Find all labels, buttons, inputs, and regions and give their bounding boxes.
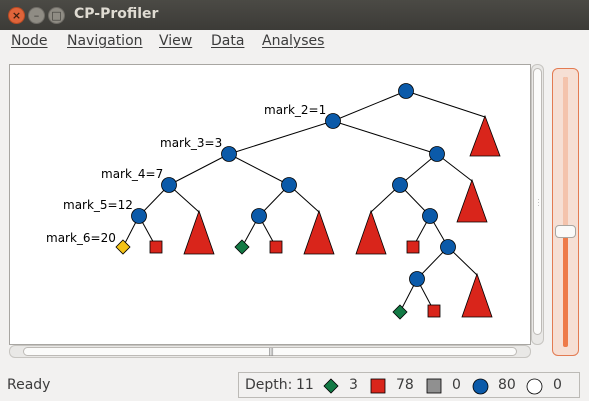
- failed-subtree[interactable]: [461, 272, 493, 318]
- zoom-slider[interactable]: [552, 68, 579, 356]
- menu-analyses[interactable]: Analyses: [262, 33, 325, 49]
- depth-value: 11: [296, 377, 314, 393]
- mark-label: mark_4=7: [101, 167, 163, 181]
- minimize-window-button[interactable]: –: [28, 7, 45, 24]
- close-window-button[interactable]: ×: [8, 7, 25, 24]
- status-bar: Ready Depth: 11 3 78 0 80 0: [0, 368, 589, 401]
- branch-node[interactable]: [440, 239, 456, 255]
- branch-node[interactable]: [131, 208, 147, 224]
- failed-count: 78: [396, 377, 414, 393]
- tree-canvas[interactable]: mark_2=1 mark_3=3 mark_4=7 mark_5=12 mar…: [9, 64, 531, 345]
- menu-view[interactable]: View: [159, 33, 193, 49]
- solution-nodes: [115, 239, 408, 320]
- mark-labels: mark_2=1 mark_3=3 mark_4=7 mark_5=12 mar…: [46, 103, 326, 245]
- menu-navigation[interactable]: Navigation: [67, 33, 143, 49]
- branch-node[interactable]: [392, 177, 408, 193]
- mark-label: mark_3=3: [160, 136, 222, 150]
- failed-subtree[interactable]: [456, 178, 488, 223]
- zoom-slider-handle[interactable]: [555, 225, 576, 238]
- search-tree[interactable]: mark_2=1 mark_3=3 mark_4=7 mark_5=12 mar…: [10, 65, 530, 344]
- mark-label: mark_5=12: [63, 198, 133, 212]
- title-bar: × – □ CP-Profiler: [0, 0, 589, 30]
- branch-node[interactable]: [429, 146, 445, 162]
- horizontal-scroll-thumb[interactable]: |||: [23, 347, 517, 356]
- failed-subtree[interactable]: [303, 209, 335, 255]
- branch-node[interactable]: [221, 146, 237, 162]
- undetermined-count: 0: [553, 377, 562, 393]
- menu-data[interactable]: Data: [211, 33, 245, 49]
- tree-statistics-panel: Depth: 11 3 78 0 80 0: [238, 372, 580, 398]
- zoom-slider-groove-empty: [563, 77, 568, 232]
- failed-leaf[interactable]: [427, 304, 441, 318]
- branch-node[interactable]: [281, 177, 297, 193]
- horizontal-scrollbar[interactable]: |||: [9, 345, 531, 358]
- branch-node[interactable]: [251, 208, 267, 224]
- solution-diamond-icon: [323, 378, 339, 394]
- selected-solution-node[interactable]: [115, 239, 131, 255]
- branch-count: 80: [498, 377, 516, 393]
- vertical-scrollbar[interactable]: · · ·: [531, 64, 544, 345]
- window-title: CP-Profiler: [74, 6, 159, 22]
- branch-circle-icon: [472, 378, 489, 395]
- mark-label: mark_6=20: [46, 231, 116, 245]
- maximize-window-button[interactable]: □: [48, 7, 65, 24]
- solved-count: 3: [349, 377, 358, 393]
- skipped-square-icon: [426, 378, 442, 394]
- failed-subtree[interactable]: [469, 114, 501, 157]
- failed-subtree[interactable]: [355, 209, 387, 255]
- menu-node[interactable]: Node: [11, 33, 48, 49]
- failed-leaf[interactable]: [269, 240, 283, 254]
- branch-node[interactable]: [422, 208, 438, 224]
- grip-icon: · · ·: [537, 197, 540, 210]
- branch-node[interactable]: [161, 177, 177, 193]
- solution-node[interactable]: [392, 304, 408, 320]
- status-text: Ready: [7, 377, 51, 393]
- failed-subtree[interactable]: [183, 209, 215, 255]
- branch-node[interactable]: [398, 83, 414, 99]
- failed-subtrees: [183, 114, 501, 318]
- grip-icon: |||: [268, 347, 274, 356]
- undetermined-circle-icon: [526, 378, 543, 395]
- branch-node[interactable]: [325, 113, 341, 129]
- tree-edges: [122, 90, 486, 313]
- depth-label: Depth:: [245, 377, 293, 393]
- failed-leaves: [149, 240, 441, 318]
- skipped-count: 0: [452, 377, 461, 393]
- branch-nodes: [131, 83, 456, 287]
- failed-leaf[interactable]: [406, 240, 420, 254]
- vertical-scroll-thumb[interactable]: · · ·: [533, 68, 542, 335]
- failed-square-icon: [370, 378, 386, 394]
- menu-bar: Node Navigation View Data Analyses: [0, 30, 589, 54]
- branch-node[interactable]: [409, 271, 425, 287]
- mark-label: mark_2=1: [264, 103, 326, 117]
- solution-node[interactable]: [234, 239, 250, 255]
- failed-leaf[interactable]: [149, 240, 163, 254]
